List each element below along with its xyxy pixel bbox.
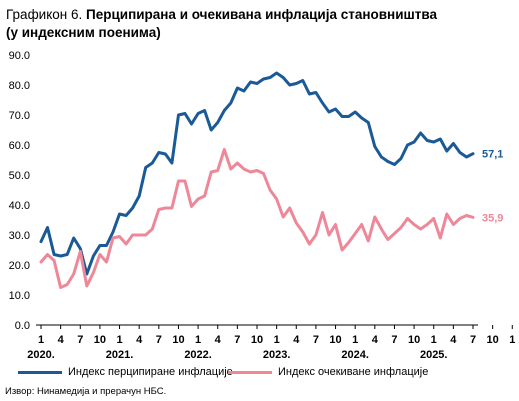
- x-tick-label: 10: [408, 334, 420, 346]
- y-tick-label: 40.0: [9, 200, 30, 212]
- legend-label-expected: Индекс очекиване инфлације: [278, 366, 429, 378]
- legend-swatch-expected: [228, 370, 272, 374]
- x-tick-label: 4: [136, 334, 143, 346]
- x-tick-label: 4: [293, 334, 300, 346]
- x-tick-label: 7: [313, 334, 319, 346]
- chart-title: Графикон 6. Перципирана и очекивана инфл…: [6, 6, 511, 42]
- year-label: 2020.: [27, 349, 55, 361]
- x-tick-label: 1: [352, 334, 358, 346]
- y-tick-label: 0.0: [15, 320, 30, 332]
- title-prefix: Графикон 6.: [6, 7, 83, 22]
- title-subtitle: (у индексним поенима): [6, 25, 161, 40]
- x-tick-label: 7: [156, 334, 162, 346]
- legend-swatch-perceived: [18, 370, 62, 374]
- x-tick-label: 7: [391, 334, 397, 346]
- series-line-1: [39, 148, 475, 289]
- line-chart: 0.0 10.0 20.0 30.0 40.0 50.0 60.0 70.0 80.0 90.0 1…: [9, 50, 516, 361]
- x-tick-label: 10: [487, 334, 499, 346]
- x-tick-label: 10: [251, 334, 263, 346]
- y-tick-label: 10.0: [9, 290, 30, 302]
- x-tick-label: 7: [234, 334, 240, 346]
- y-tick-label: 50.0: [9, 170, 30, 182]
- x-tick-label: 1: [116, 334, 122, 346]
- series-end-label-0: 57,1: [482, 149, 503, 161]
- x-tick-label: 4: [372, 334, 379, 346]
- y-tick-label: 30.0: [9, 230, 30, 242]
- x-tick-label: 7: [77, 334, 83, 346]
- x-tick-label: 4: [58, 334, 65, 346]
- legend-label-perceived: Индекс перципиране инфлације: [68, 366, 233, 378]
- x-tick-label: 10: [94, 334, 106, 346]
- x-tick-label: 1: [274, 334, 280, 346]
- x-tick-label: 4: [215, 334, 222, 346]
- y-tick-label: 20.0: [9, 260, 30, 272]
- y-tick-label: 90.0: [9, 50, 30, 62]
- y-tick-label: 80.0: [9, 80, 30, 92]
- series-line-0: [39, 71, 475, 276]
- x-tick-label: 4: [450, 334, 457, 346]
- x-tick-label: 10: [172, 334, 184, 346]
- year-label: 2023.: [263, 349, 291, 361]
- x-tick-label: 1: [509, 334, 515, 346]
- x-tick-label: 1: [38, 334, 44, 346]
- x-tick-label: 10: [329, 334, 341, 346]
- y-tick-label: 60.0: [9, 140, 30, 152]
- legend-item-expected: Индекс очекиване инфлације: [228, 366, 428, 378]
- x-tick-label: 1: [195, 334, 201, 346]
- y-tick-label: 70.0: [9, 110, 30, 122]
- year-label: 2022.: [184, 349, 212, 361]
- title-main: Перципирана и очекивана инфлација станов…: [86, 7, 437, 22]
- year-label: 2021.: [106, 349, 134, 361]
- x-tick-label: 1: [431, 334, 437, 346]
- source-note: Извор: Нинамедија и прерачун НБС.: [5, 386, 167, 397]
- year-label: 2025.: [420, 349, 448, 361]
- series-end-label-1: 35,9: [482, 212, 503, 224]
- legend-item-perceived: Индекс перципиране инфлације: [18, 366, 233, 378]
- year-label: 2024.: [341, 349, 369, 361]
- x-tick-label: 7: [470, 334, 476, 346]
